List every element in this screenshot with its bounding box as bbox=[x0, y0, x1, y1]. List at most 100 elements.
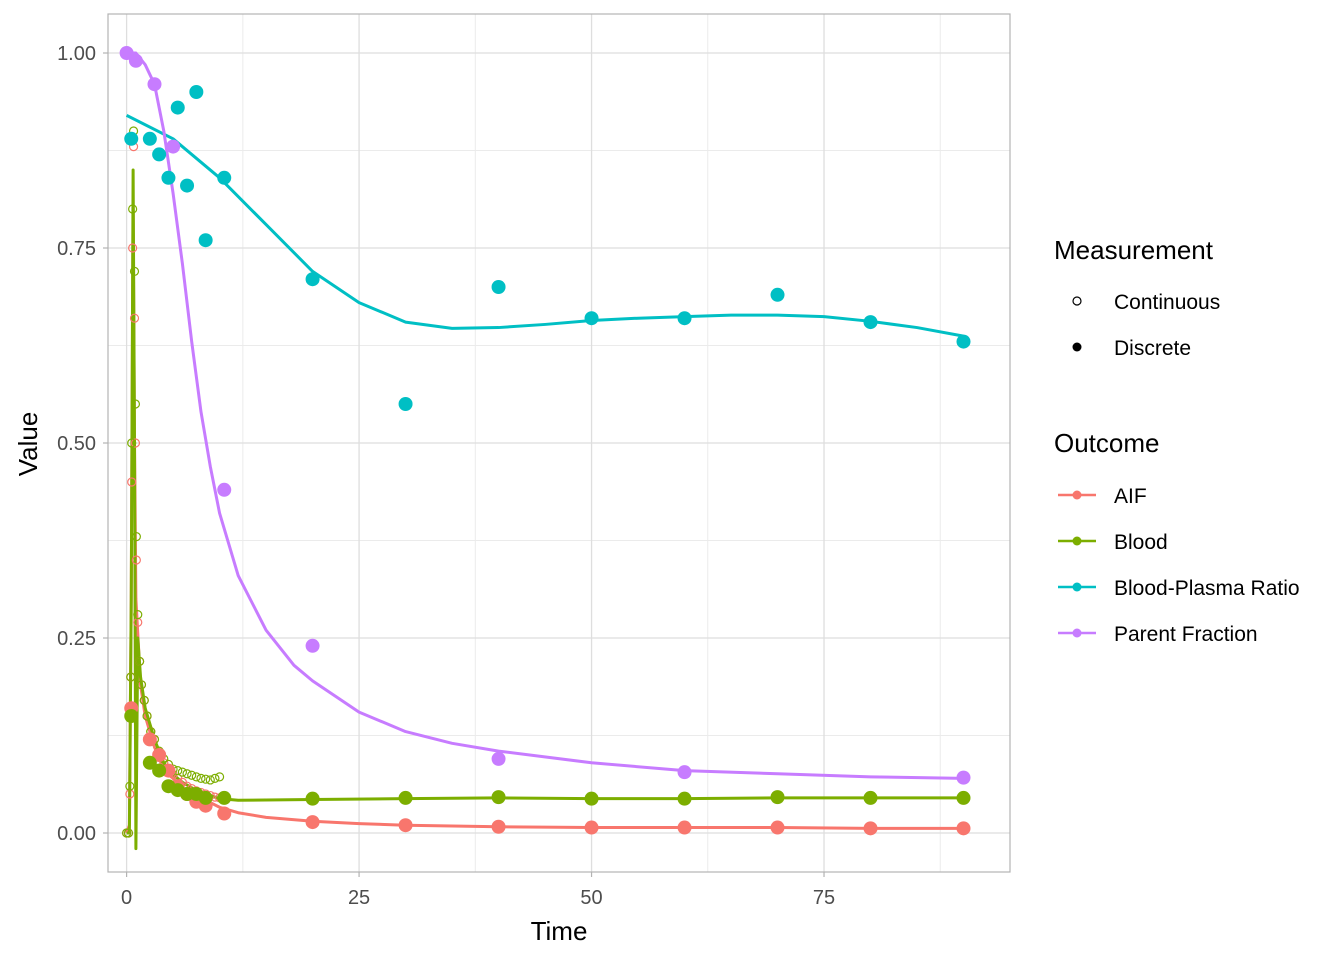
point-continuous-blood bbox=[136, 680, 147, 690]
point-discrete-parent-fraction bbox=[217, 482, 232, 497]
point-discrete-blood-plasma-ratio bbox=[305, 272, 320, 287]
point-continuous-aif bbox=[131, 555, 141, 565]
point-continuous-blood bbox=[205, 775, 215, 785]
y-tick-label: 0.25 bbox=[57, 628, 96, 650]
point-discrete-aif bbox=[398, 818, 413, 833]
legend-label: Continuous bbox=[1114, 291, 1220, 314]
legend-label: Blood-Plasma Ratio bbox=[1114, 577, 1300, 600]
point-discrete-aif bbox=[152, 748, 167, 762]
point-continuous-aif bbox=[127, 477, 137, 487]
point-discrete-parent-fraction bbox=[166, 139, 181, 154]
axes: 0 25 50 75 0.00 0.25 0.50 0.75 1.00 bbox=[57, 43, 835, 909]
fit-line-blood-plasma-ratio bbox=[125, 114, 964, 338]
point-discrete-blood bbox=[142, 755, 157, 770]
y-tick-label: 0.50 bbox=[57, 433, 96, 455]
point-discrete-blood-plasma-ratio bbox=[863, 315, 878, 330]
point-discrete-blood-plasma-ratio bbox=[198, 233, 213, 248]
point-continuous-blood bbox=[123, 828, 134, 838]
point-discrete-aif bbox=[677, 820, 692, 835]
point-continuous-blood bbox=[177, 767, 187, 777]
legend-key-point bbox=[1072, 536, 1082, 546]
point-continuous-aif bbox=[130, 438, 141, 448]
point-discrete-blood bbox=[956, 790, 971, 805]
fit-line-parent-fraction bbox=[126, 51, 964, 780]
x-axis-title: Time bbox=[531, 916, 588, 946]
legend-key-point bbox=[1072, 582, 1082, 592]
legend-label: Parent Fraction bbox=[1114, 623, 1258, 646]
point-discrete-blood-plasma-ratio bbox=[217, 170, 232, 185]
point-continuous-blood bbox=[196, 773, 206, 784]
fit-line-blood bbox=[126, 168, 964, 851]
data-points bbox=[119, 46, 971, 838]
point-continuous-blood bbox=[201, 774, 211, 784]
point-discrete-blood-plasma-ratio bbox=[124, 131, 139, 146]
legend-key-discrete bbox=[1072, 342, 1082, 352]
legend-label: Discrete bbox=[1114, 337, 1191, 360]
point-continuous-blood bbox=[210, 773, 220, 784]
point-continuous-blood bbox=[129, 266, 140, 276]
point-discrete-blood bbox=[398, 790, 413, 805]
point-discrete-blood bbox=[152, 763, 167, 778]
point-discrete-blood-plasma-ratio bbox=[956, 334, 971, 349]
point-discrete-blood-plasma-ratio bbox=[398, 397, 413, 411]
legend-key-point bbox=[1072, 628, 1082, 638]
point-discrete-blood-plasma-ratio bbox=[189, 85, 204, 99]
point-continuous-blood bbox=[142, 711, 152, 721]
point-continuous-blood bbox=[131, 531, 141, 542]
legend-key-continuous bbox=[1072, 296, 1082, 306]
point-continuous-blood bbox=[191, 772, 201, 782]
point-discrete-parent-fraction bbox=[305, 638, 320, 653]
point-discrete-blood-plasma-ratio bbox=[152, 147, 167, 162]
point-discrete-parent-fraction bbox=[677, 765, 692, 780]
point-discrete-blood bbox=[677, 791, 692, 806]
point-discrete-blood-plasma-ratio bbox=[161, 170, 176, 185]
point-discrete-blood-plasma-ratio bbox=[170, 100, 185, 115]
point-discrete-aif bbox=[491, 819, 506, 834]
point-continuous-blood bbox=[128, 204, 138, 214]
point-continuous-blood bbox=[127, 438, 137, 448]
legend-key-point bbox=[1072, 490, 1082, 500]
point-discrete-blood-plasma-ratio bbox=[677, 311, 692, 326]
point-discrete-parent-fraction bbox=[119, 46, 134, 60]
y-tick-label: 0.75 bbox=[57, 238, 96, 260]
point-discrete-blood-plasma-ratio bbox=[770, 287, 785, 302]
point-discrete-aif bbox=[305, 815, 320, 830]
point-continuous-blood bbox=[214, 772, 225, 782]
point-continuous-blood bbox=[126, 672, 136, 682]
legend-title-outcome: Outcome bbox=[1054, 428, 1160, 458]
legend-label: Blood bbox=[1114, 531, 1168, 554]
y-tick-label: 1.00 bbox=[57, 43, 96, 65]
x-tick-label: 0 bbox=[121, 887, 132, 909]
point-discrete-blood bbox=[770, 790, 785, 805]
point-discrete-aif bbox=[584, 820, 599, 835]
point-discrete-blood bbox=[124, 709, 139, 723]
point-discrete-blood bbox=[305, 791, 320, 806]
point-discrete-aif bbox=[770, 820, 785, 835]
point-discrete-blood-plasma-ratio bbox=[142, 131, 157, 146]
y-axis-title: Value bbox=[13, 412, 43, 477]
point-continuous-aif bbox=[128, 243, 138, 253]
point-discrete-blood-plasma-ratio bbox=[491, 280, 506, 294]
x-tick-label: 50 bbox=[580, 887, 602, 909]
point-discrete-aif bbox=[956, 821, 971, 836]
point-continuous-blood bbox=[187, 770, 197, 780]
point-discrete-aif bbox=[142, 732, 157, 747]
point-discrete-blood bbox=[863, 790, 878, 805]
point-continuous-blood bbox=[130, 399, 141, 409]
point-discrete-parent-fraction bbox=[956, 770, 971, 785]
point-continuous-aif bbox=[129, 313, 140, 323]
point-discrete-blood bbox=[584, 791, 599, 806]
point-discrete-parent-fraction bbox=[128, 53, 143, 68]
point-discrete-parent-fraction bbox=[491, 751, 506, 766]
point-continuous-blood bbox=[135, 656, 145, 667]
point-discrete-blood bbox=[491, 790, 506, 805]
point-continuous-blood bbox=[182, 769, 192, 779]
point-discrete-blood bbox=[217, 790, 232, 805]
grid bbox=[108, 14, 1010, 872]
legend-label: AIF bbox=[1114, 485, 1147, 508]
legend: Measurement Continuous Discrete Outcome AIF B… bbox=[1054, 235, 1300, 646]
point-discrete-blood-plasma-ratio bbox=[584, 311, 599, 326]
legend-title-measurement: Measurement bbox=[1054, 235, 1214, 265]
